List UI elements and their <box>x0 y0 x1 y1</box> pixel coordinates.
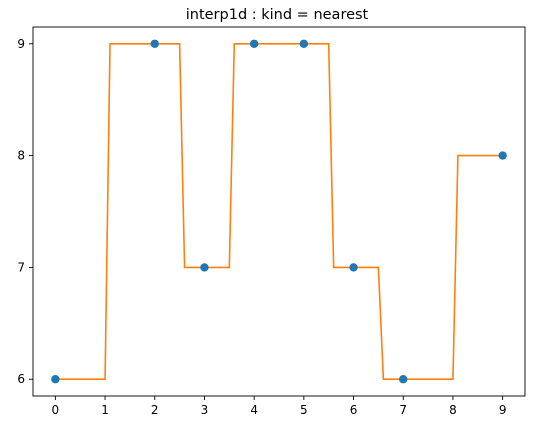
axes: 0 1 2 3 4 5 6 7 8 9 6 7 8 9 <box>17 26 526 417</box>
plot-area <box>51 39 507 384</box>
x-tick-label: 0 <box>52 403 60 417</box>
x-tick-label: 8 <box>449 403 457 417</box>
data-point <box>349 263 358 272</box>
y-tick-label: 6 <box>17 372 25 386</box>
axes-frame <box>32 26 526 397</box>
data-point <box>249 39 259 48</box>
y-tick-label: 7 <box>17 260 25 274</box>
data-point <box>200 263 209 272</box>
chart-title: interp1d : kind = nearest <box>186 7 369 23</box>
x-tick-label: 2 <box>151 403 159 417</box>
x-tick-label: 9 <box>499 403 507 417</box>
x-tick-label: 3 <box>201 403 209 417</box>
x-tick-label: 4 <box>250 403 258 417</box>
data-point <box>299 39 309 48</box>
x-tick-label: 6 <box>350 403 358 417</box>
data-point <box>399 375 408 384</box>
x-tick-label: 5 <box>300 403 308 417</box>
series-line-nearest <box>55 42 503 381</box>
data-point <box>51 375 60 384</box>
y-tick-label: 9 <box>17 37 25 51</box>
y-tick-label: 8 <box>17 149 25 163</box>
data-point <box>150 39 159 48</box>
x-tick-label: 1 <box>101 403 109 417</box>
data-point <box>498 151 507 160</box>
x-tick-label: 7 <box>399 403 407 417</box>
